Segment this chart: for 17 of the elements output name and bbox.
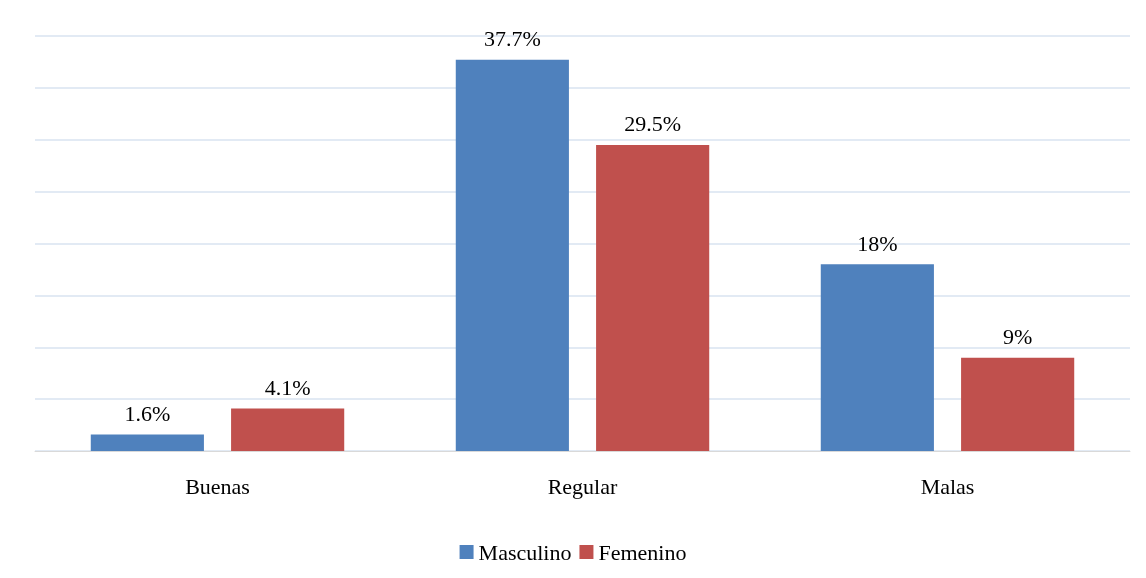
data-label: 18% bbox=[857, 230, 898, 256]
x-tick-label: Regular bbox=[547, 473, 618, 499]
bar bbox=[231, 408, 345, 451]
bar bbox=[596, 144, 710, 451]
data-label: 9% bbox=[1002, 324, 1033, 350]
bar bbox=[90, 434, 204, 451]
bar bbox=[455, 59, 569, 451]
bar bbox=[820, 264, 934, 451]
legend-label: Femenino bbox=[598, 539, 687, 565]
x-tick-label: Buenas bbox=[185, 473, 250, 499]
x-tick-label: Malas bbox=[920, 473, 975, 499]
bar bbox=[961, 357, 1075, 451]
legend-label: Masculino bbox=[478, 539, 572, 565]
data-label: 1.6% bbox=[124, 400, 171, 426]
data-label: 37.7% bbox=[483, 26, 541, 52]
data-label: 29.5% bbox=[624, 111, 682, 137]
data-label: 4.1% bbox=[264, 374, 311, 400]
